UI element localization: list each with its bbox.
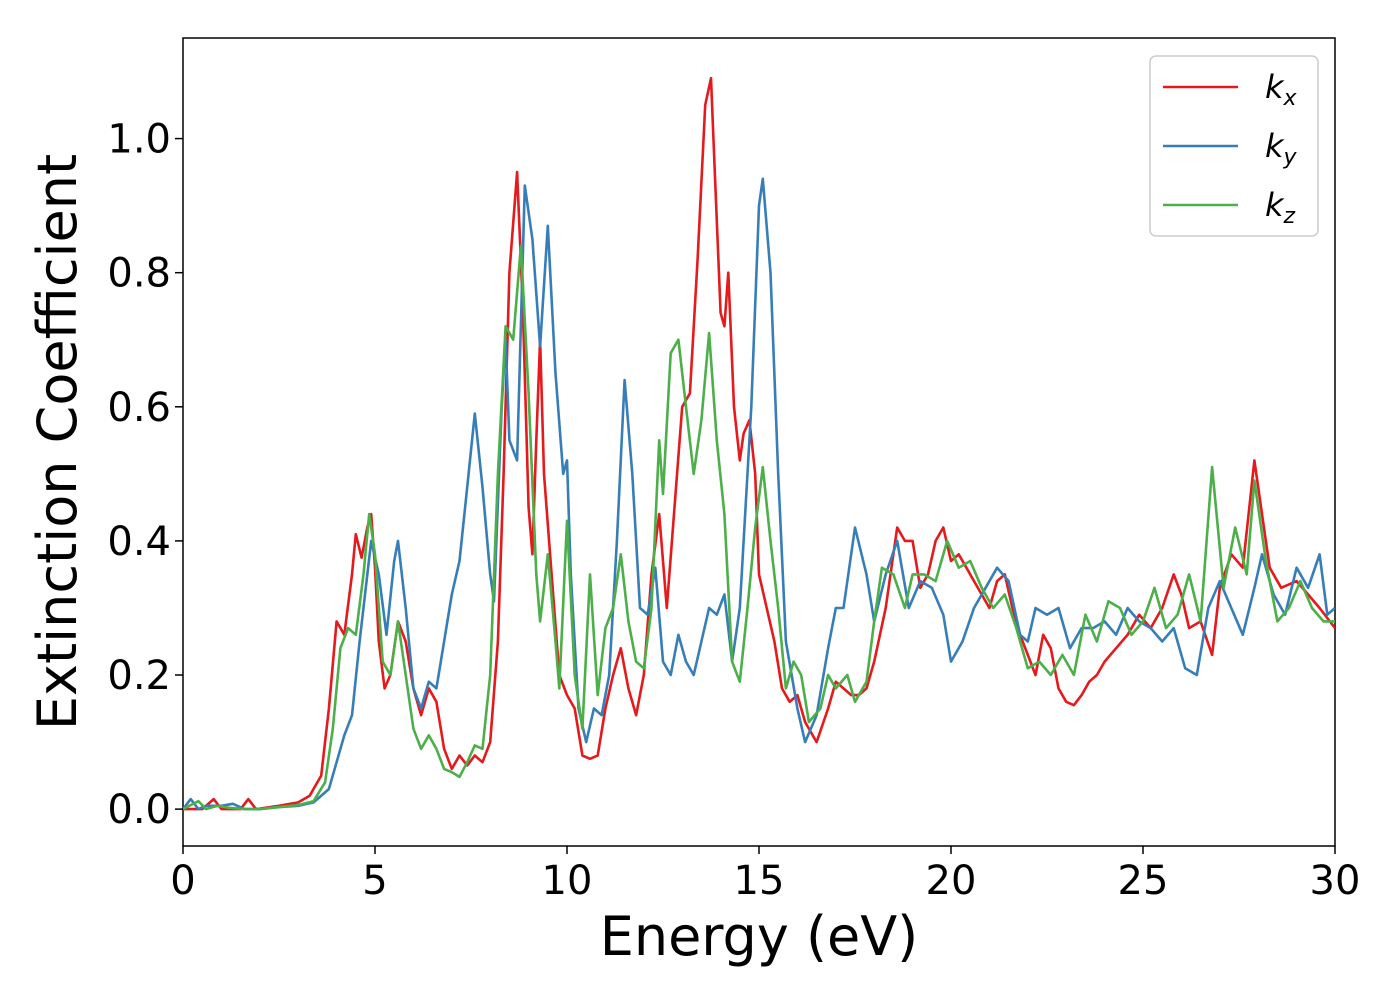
y-tick-label: 0.6	[107, 385, 171, 431]
y-axis-ticks: 0.0 0.2 0.4 0.6 0.8 1.0	[107, 117, 183, 833]
x-tick-label: 30	[1310, 858, 1361, 904]
series-line-ky	[183, 177, 1335, 811]
x-tick-label: 10	[542, 858, 593, 904]
y-tick-label: 0.0	[107, 787, 171, 833]
legend-label-kz: kz	[1265, 186, 1296, 229]
legend-label-kx: kx	[1265, 68, 1298, 111]
y-tick-label: 0.4	[107, 519, 171, 565]
x-tick-label: 25	[1118, 858, 1169, 904]
x-tick-label: 20	[926, 858, 977, 904]
y-tick-label: 0.8	[107, 251, 171, 297]
legend-label-ky: ky	[1265, 127, 1298, 170]
x-tick-label: 15	[734, 858, 785, 904]
plot-area	[182, 37, 1336, 847]
x-tick-label: 0	[170, 858, 195, 904]
x-axis-ticks: 0 5 10 15 20 25 30	[170, 846, 1360, 904]
series-layer	[183, 76, 1335, 811]
y-tick-label: 1.0	[107, 117, 171, 163]
y-axis-label: Extinction Coefficient	[26, 154, 89, 730]
x-tick-label: 5	[362, 858, 387, 904]
series-line-kx	[183, 76, 1335, 811]
series-line-kz	[183, 244, 1335, 811]
x-axis-label: Energy (eV)	[600, 905, 919, 968]
legend: kx ky kz	[1149, 55, 1319, 237]
y-tick-label: 0.2	[107, 653, 171, 699]
